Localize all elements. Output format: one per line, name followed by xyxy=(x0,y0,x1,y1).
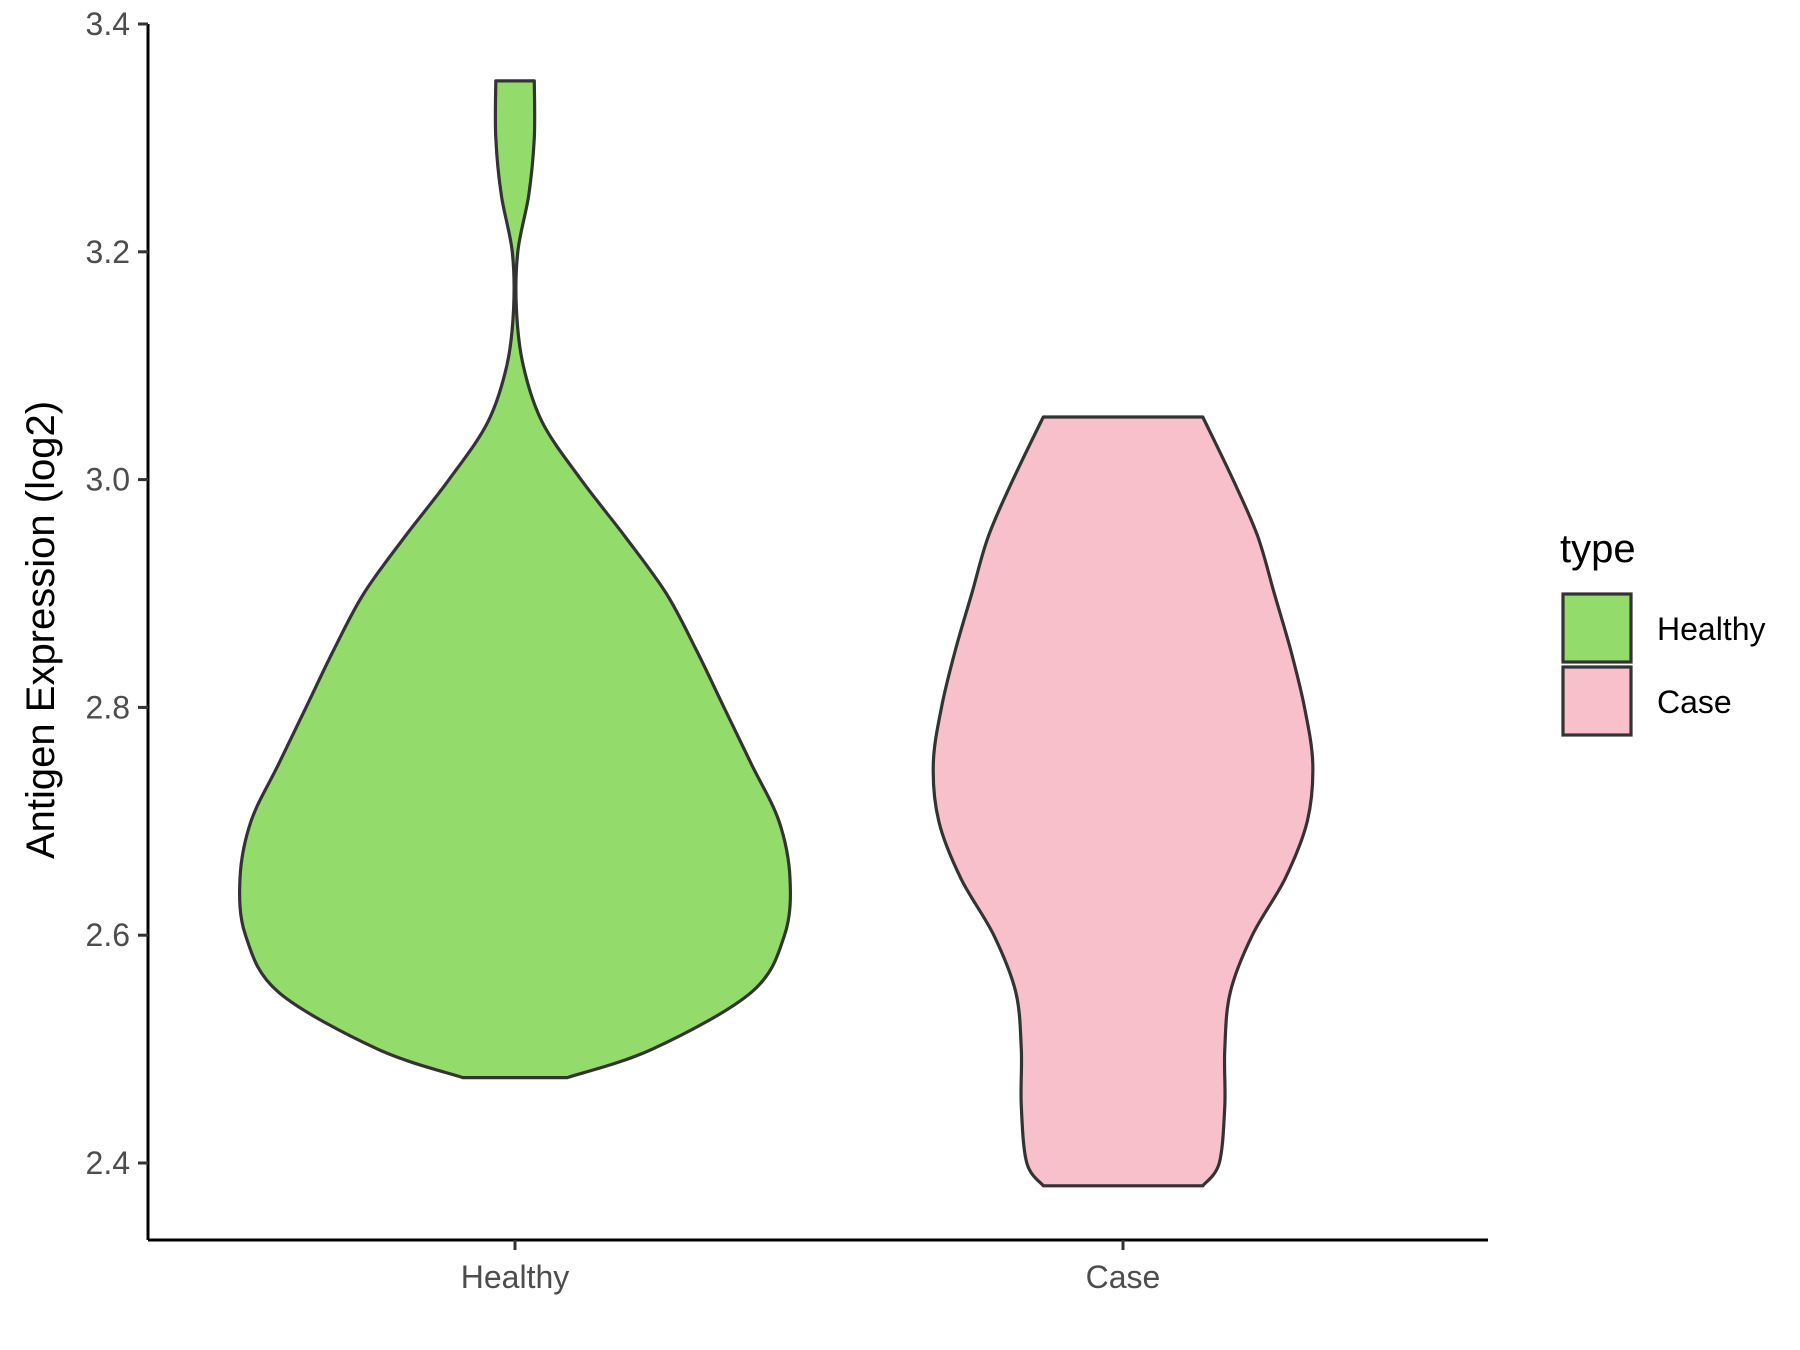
legend-title: type xyxy=(1560,527,1636,571)
y-tick-label: 3.2 xyxy=(86,234,130,270)
y-tick-label: 3.0 xyxy=(86,462,130,498)
violin-case xyxy=(931,415,1315,1188)
legend-key-healthy xyxy=(1561,592,1633,664)
y-tick-label: 2.8 xyxy=(86,689,130,725)
y-axis: 2.4 2.6 2.8 3.0 3.2 3.4 xyxy=(86,6,150,1240)
legend-label-healthy: Healthy xyxy=(1657,611,1766,647)
x-tick-label: Case xyxy=(1086,1259,1161,1295)
y-tick-label: 2.4 xyxy=(86,1145,130,1181)
y-tick-label: 2.6 xyxy=(86,917,130,953)
x-tick-label: Healthy xyxy=(461,1259,570,1295)
y-tick-label: 3.4 xyxy=(86,6,130,42)
legend: type Healthy Case xyxy=(1560,527,1766,737)
legend-label-case: Case xyxy=(1657,684,1732,720)
y-axis-title: Antigen Expression (log2) xyxy=(19,401,63,859)
x-axis: Healthy Case xyxy=(148,1238,1488,1295)
violin-healthy xyxy=(237,79,793,1080)
legend-key-case xyxy=(1561,665,1633,737)
violins-layer xyxy=(237,79,1315,1188)
